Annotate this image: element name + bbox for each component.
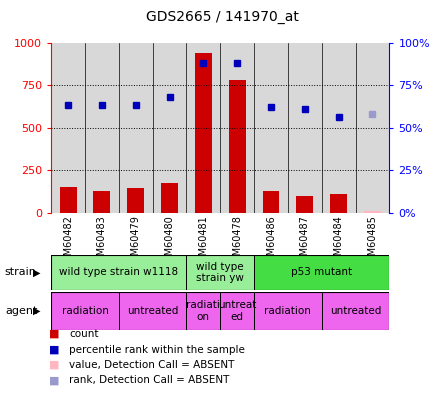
Bar [364,211,381,213]
Text: untreated: untreated [330,306,381,316]
Text: strain: strain [4,267,36,277]
Text: agent: agent [5,306,38,316]
Bar [220,43,254,213]
Bar [263,190,279,213]
Bar [186,255,254,290]
Text: ▶: ▶ [33,306,41,316]
Bar [60,187,77,213]
Bar [119,43,153,213]
Bar [51,292,119,330]
Text: ▶: ▶ [33,267,41,277]
Text: wild type strain w1118: wild type strain w1118 [59,267,178,277]
Text: p53 mutant: p53 mutant [291,267,352,277]
Bar [51,255,186,290]
Text: ■: ■ [49,345,60,354]
Text: ■: ■ [49,329,60,339]
Bar [296,196,313,213]
Text: ■: ■ [49,360,60,370]
Text: ■: ■ [49,375,60,385]
Bar [153,43,186,213]
Text: untreated: untreated [127,306,178,316]
Text: count: count [69,329,98,339]
Text: radiation: radiation [61,306,109,316]
Text: value, Detection Call = ABSENT: value, Detection Call = ABSENT [69,360,235,370]
Text: untreat
ed: untreat ed [218,300,256,322]
Text: GDS2665 / 141970_at: GDS2665 / 141970_at [146,10,299,24]
Text: percentile rank within the sample: percentile rank within the sample [69,345,245,354]
Bar [254,255,389,290]
Bar [229,80,246,213]
Bar [85,43,119,213]
Bar [195,53,212,213]
Bar [322,292,389,330]
Bar [161,183,178,213]
Bar [254,292,322,330]
Bar [186,292,220,330]
Bar [356,43,389,213]
Bar [93,190,110,213]
Bar [330,194,347,213]
Text: radiation: radiation [264,306,312,316]
Bar [51,43,85,213]
Bar [322,43,356,213]
Bar [220,292,254,330]
Bar [127,188,144,213]
Bar [254,43,288,213]
Bar [119,292,186,330]
Text: rank, Detection Call = ABSENT: rank, Detection Call = ABSENT [69,375,229,385]
Bar [186,43,220,213]
Text: radiati
on: radiati on [186,300,220,322]
Text: wild type
strain yw: wild type strain yw [196,262,244,283]
Bar [288,43,322,213]
